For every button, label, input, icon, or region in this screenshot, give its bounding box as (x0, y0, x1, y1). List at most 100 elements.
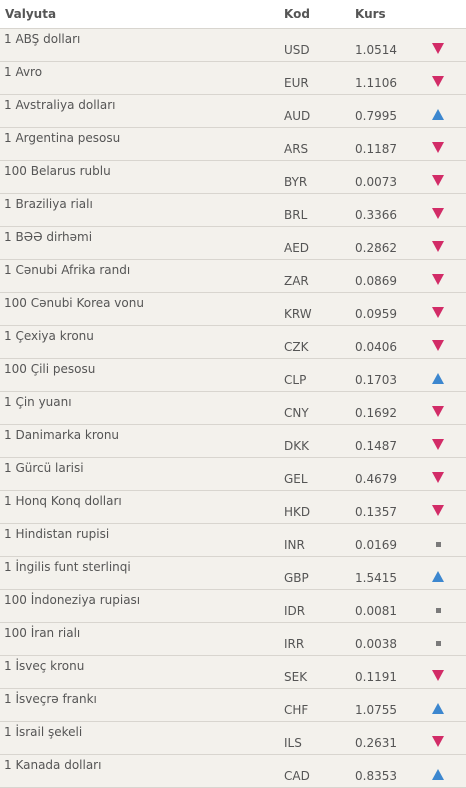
unchanged-icon (432, 604, 446, 616)
currency-code: DKK (284, 439, 309, 453)
exchange-rate: 0.1692 (355, 406, 397, 420)
arrow-up-icon (432, 571, 446, 583)
table-body: 1 ABŞ dolları USD 1.0514 1 Avro EUR 1.1106 1 A… (0, 29, 466, 788)
table-row: 1 Gürcü larisi GEL 0.4679 (0, 458, 466, 491)
arrow-up-icon (432, 373, 446, 385)
currency-name: 1 İsveç kronu (4, 659, 85, 673)
exchange-rate: 0.2862 (355, 241, 397, 255)
exchange-rate: 0.1703 (355, 373, 397, 387)
currency-code: CNY (284, 406, 309, 420)
arrow-down-icon (432, 241, 446, 253)
exchange-rate: 0.1191 (355, 670, 397, 684)
arrow-down-icon (432, 736, 446, 748)
currency-code: EUR (284, 76, 309, 90)
currency-name: 1 Danimarka kronu (4, 428, 120, 442)
unchanged-icon (432, 637, 446, 649)
arrow-down-icon (432, 274, 446, 286)
currency-name: 1 Honq Konq dolları (4, 494, 122, 508)
exchange-rate: 0.0081 (355, 604, 397, 618)
table-row: 1 Danimarka kronu DKK 0.1487 (0, 425, 466, 458)
currency-name: 1 BƏƏ dirhəmi (4, 230, 93, 244)
currency-code: CLP (284, 373, 307, 387)
currency-name: 1 Argentina pesosu (4, 131, 121, 145)
currency-name: 1 Cənubi Afrika randı (4, 263, 131, 277)
currency-name: 1 Avro (4, 65, 43, 79)
currency-code: BRL (284, 208, 308, 222)
currency-name: 1 İsveçrə frankı (4, 692, 97, 706)
currency-code: KRW (284, 307, 312, 321)
exchange-rate: 0.0959 (355, 307, 397, 321)
currency-code: BYR (284, 175, 308, 189)
table-row: 100 İndoneziya rupiası IDR 0.0081 (0, 590, 466, 623)
exchange-rate: 0.0038 (355, 637, 397, 651)
table-row: 1 Avstraliya dolları AUD 0.7995 (0, 95, 466, 128)
currency-code: HKD (284, 505, 311, 519)
arrow-down-icon (432, 142, 446, 154)
currency-name: 1 Çexiya kronu (4, 329, 94, 343)
exchange-rate: 0.1487 (355, 439, 397, 453)
currency-code: AED (284, 241, 310, 255)
currency-name: 100 Belarus rublu (4, 164, 111, 178)
unchanged-icon (432, 538, 446, 550)
table-row: 100 Belarus rublu BYR 0.0073 (0, 161, 466, 194)
table-row: 1 Çexiya kronu CZK 0.0406 (0, 326, 466, 359)
table-row: 100 İran rialı IRR 0.0038 (0, 623, 466, 656)
table-header: Valyuta Kod Kurs (0, 0, 466, 29)
currency-name: 100 Cənubi Korea vonu (4, 296, 144, 310)
exchange-rate: 0.8353 (355, 769, 397, 783)
table-row: 1 İsveç kronu SEK 0.1191 (0, 656, 466, 689)
table-row: 1 Honq Konq dolları HKD 0.1357 (0, 491, 466, 524)
exchange-rate: 1.0514 (355, 43, 397, 57)
table-row: 1 Avro EUR 1.1106 (0, 62, 466, 95)
arrow-down-icon (432, 505, 446, 517)
exchange-rate: 0.1357 (355, 505, 397, 519)
currency-name: 100 İndoneziya rupiası (4, 593, 141, 607)
exchange-rate: 0.0406 (355, 340, 397, 354)
currency-code: ARS (284, 142, 309, 156)
table-row: 100 Çili pesosu CLP 0.1703 (0, 359, 466, 392)
currency-name: 1 Gürcü larisi (4, 461, 84, 475)
exchange-rate: 0.4679 (355, 472, 397, 486)
exchange-rate: 1.1106 (355, 76, 397, 90)
arrow-down-icon (432, 472, 446, 484)
header-code: Kod (284, 7, 310, 21)
table-row: 1 İsveçrə frankı CHF 1.0755 (0, 689, 466, 722)
exchange-rate: 0.7995 (355, 109, 397, 123)
arrow-down-icon (432, 76, 446, 88)
currency-name: 100 Çili pesosu (4, 362, 96, 376)
table-row: 1 Hindistan rupisi INR 0.0169 (0, 524, 466, 557)
currency-name: 1 Avstraliya dolları (4, 98, 116, 112)
arrow-down-icon (432, 43, 446, 55)
currency-name: 1 Braziliya rialı (4, 197, 93, 211)
table-row: 1 İngilis funt sterlinqi GBP 1.5415 (0, 557, 466, 590)
currency-code: GBP (284, 571, 309, 585)
currency-code: AUD (284, 109, 311, 123)
exchange-rate: 0.1187 (355, 142, 397, 156)
arrow-down-icon (432, 307, 446, 319)
table-row: 1 Kanada dolları CAD 0.8353 (0, 755, 466, 788)
arrow-down-icon (432, 439, 446, 451)
arrow-down-icon (432, 340, 446, 352)
currency-code: INR (284, 538, 305, 552)
currency-code: ILS (284, 736, 302, 750)
currency-name: 1 ABŞ dolları (4, 32, 81, 46)
table-row: 1 Argentina pesosu ARS 0.1187 (0, 128, 466, 161)
header-currency: Valyuta (5, 7, 57, 21)
header-rate: Kurs (355, 7, 386, 21)
arrow-down-icon (432, 208, 446, 220)
currency-name: 100 İran rialı (4, 626, 81, 640)
currency-name: 1 Hindistan rupisi (4, 527, 110, 541)
currency-name: 1 Çin yuanı (4, 395, 72, 409)
currency-code: ZAR (284, 274, 309, 288)
currency-code: GEL (284, 472, 308, 486)
currency-code: SEK (284, 670, 308, 684)
exchange-rate: 0.0169 (355, 538, 397, 552)
arrow-down-icon (432, 175, 446, 187)
exchange-rate: 0.0073 (355, 175, 397, 189)
exchange-rate: 0.3366 (355, 208, 397, 222)
exchange-rate: 1.0755 (355, 703, 397, 717)
currency-name: 1 Kanada dolları (4, 758, 102, 772)
arrow-down-icon (432, 670, 446, 682)
table-row: 1 İsrail şekeli ILS 0.2631 (0, 722, 466, 755)
arrow-up-icon (432, 769, 446, 781)
